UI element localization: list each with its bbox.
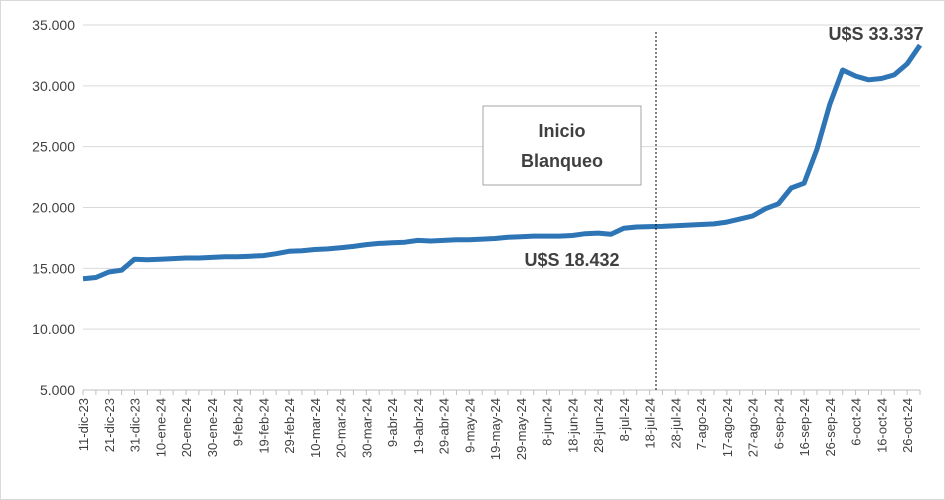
x-tick-label: 29-may-24 [514,398,529,460]
x-tick-label: 27-ago-24 [746,398,761,457]
x-tick-label: 29-abr-24 [437,398,452,454]
y-tick-label: 30.000 [32,78,75,94]
x-tick-label: 9-feb-24 [231,398,246,446]
x-tick-label: 20-ene-24 [179,398,194,457]
annotation: U$S 18.432 [524,250,619,270]
x-tick-label: 19-feb-24 [256,398,271,454]
x-tick-label: 28-jun-24 [591,398,606,453]
x-tick-label: 16-oct-24 [874,398,889,453]
y-tick-label: 5.000 [40,382,75,398]
x-tick-label: 11-dic-23 [76,398,91,451]
x-tick-label: 9-may-24 [462,398,477,453]
x-tick-label: 6-sep-24 [771,398,786,449]
x-tick-label: 26-sep-24 [823,398,838,457]
x-tick-label: 30-mar-24 [359,398,374,458]
x-tick-label: 17-ago-24 [720,398,735,457]
x-tick-label: 9-abr-24 [385,398,400,447]
series-line [82,43,923,282]
x-tick-label: 31-dic-23 [128,398,143,452]
x-tick-label: 16-sep-24 [797,398,812,457]
x-tick-label: 29-feb-24 [282,398,297,454]
x-tick-label: 10-mar-24 [308,398,323,458]
x-tick-label: 26-oct-24 [900,398,915,453]
x-tick-label: 8-jun-24 [540,398,555,446]
annotation: Blanqueo [521,151,603,171]
annotation-box [482,105,642,186]
y-tick-label: 35.000 [32,17,75,33]
y-tick-label: 20.000 [32,200,75,216]
x-tick-label: 30-ene-24 [205,398,220,457]
y-tick-label: 15.000 [32,260,75,276]
x-tick-label: 8-jul-24 [617,398,632,441]
x-tick-label: 28-jul-24 [668,398,683,449]
x-tick-label: 18-jun-24 [565,398,580,453]
x-tick-label: 6-oct-24 [849,398,864,446]
x-tick-label: 7-ago-24 [694,398,709,450]
annotation: Inicio [538,121,585,141]
x-tick-label: 19-may-24 [488,398,503,460]
annotation: U$S 33.337 [828,24,923,44]
x-tick-label: 19-abr-24 [411,398,426,454]
plot: 5.000 10.000 15.000 20.000 25.000 30.000 35.00… [32,17,923,460]
x-tick-label: 18-jul-24 [643,398,658,449]
y-tick-label: 25.000 [32,139,75,155]
x-tick-label: 21-dic-23 [102,398,117,452]
x-tick-label: 20-mar-24 [334,398,349,458]
y-tick-label: 10.000 [32,321,75,337]
x-tick-label: 10-ene-24 [153,398,168,457]
